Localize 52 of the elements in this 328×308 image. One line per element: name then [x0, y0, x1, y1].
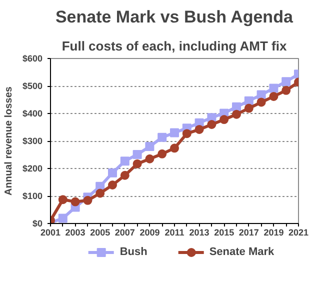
chart-title: Senate Mark vs Bush Agenda	[55, 8, 294, 26]
point	[120, 156, 130, 166]
x-tick-label: 2015	[214, 228, 234, 238]
x-tick-label: 2021	[288, 228, 309, 238]
y-tick-label: $600	[22, 54, 43, 64]
y-tick-label: $0	[32, 218, 43, 228]
x-tick-label: 2009	[140, 228, 160, 238]
chart-subtitle: Full costs of each, including AMT fix	[62, 38, 288, 54]
point	[170, 144, 179, 153]
legend-label: Senate Mark	[209, 246, 274, 258]
point	[145, 142, 154, 151]
y-axis-title: Annual revenue losses	[3, 86, 14, 196]
y-tick-label: $400	[22, 108, 43, 118]
point	[145, 154, 154, 164]
y-tick-label: $300	[22, 136, 43, 146]
x-tick-label: 2005	[90, 228, 110, 238]
point	[269, 84, 278, 93]
point	[58, 195, 68, 204]
point	[70, 197, 80, 206]
x-tick-label: 2013	[189, 228, 210, 238]
point	[108, 168, 117, 178]
point	[158, 149, 167, 158]
x-tick-label: 2011	[164, 228, 184, 238]
point	[282, 86, 291, 95]
legend-label: Bush	[120, 246, 148, 258]
y-tick-label: $200	[22, 164, 43, 174]
point	[269, 92, 278, 101]
point	[108, 180, 117, 190]
point	[207, 120, 216, 129]
x-tick-label: 2003	[65, 228, 86, 238]
point	[256, 98, 266, 107]
point	[83, 196, 92, 205]
point	[244, 104, 254, 113]
point	[194, 124, 204, 134]
point	[132, 150, 142, 159]
y-tick-label: $100	[22, 191, 43, 201]
point	[232, 102, 241, 112]
point	[58, 214, 68, 223]
point	[182, 129, 192, 138]
x-tick-label: 2001	[40, 228, 61, 238]
x-tick-label: 2017	[238, 228, 259, 238]
point	[220, 115, 229, 124]
point	[96, 188, 105, 198]
point	[170, 128, 179, 138]
x-tick-label: 2007	[114, 228, 135, 238]
point	[158, 132, 167, 142]
point	[120, 170, 130, 180]
point	[282, 77, 291, 86]
point	[232, 110, 241, 119]
y-tick-label: $500	[22, 81, 43, 91]
point	[132, 159, 142, 168]
x-tick-label: 2019	[264, 228, 284, 238]
